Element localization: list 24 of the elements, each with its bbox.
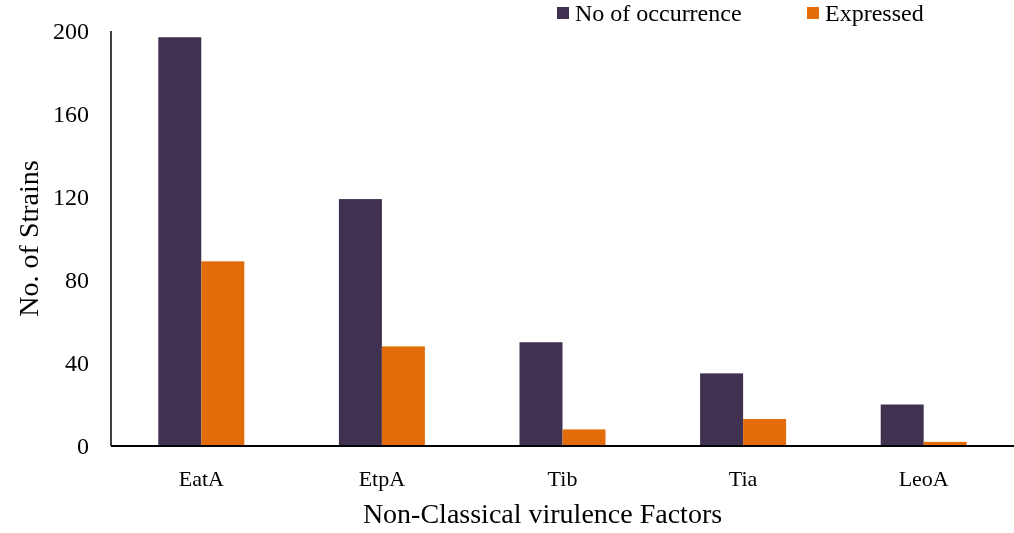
legend-label: No of occurrence: [575, 0, 742, 27]
y-tick-label: 40: [65, 350, 89, 377]
x-tick-label: Tib: [547, 466, 578, 491]
bar: [201, 261, 245, 446]
bar: [700, 373, 744, 446]
bar: [338, 199, 382, 446]
x-tick-label: EtpA: [358, 466, 406, 491]
y-tick-label: 200: [53, 18, 89, 45]
y-tick-label: 80: [65, 267, 89, 294]
bar: [158, 37, 202, 446]
bar: [562, 429, 606, 446]
x-tick-label: LeoA: [898, 466, 949, 491]
y-tick-label: 120: [53, 184, 89, 211]
x-axis-title: Non-Classical virulence Factors: [362, 498, 723, 529]
bar: [519, 342, 563, 446]
bar: [880, 404, 924, 446]
legend-label: Expressed: [825, 0, 924, 27]
x-tick-label: EatA: [178, 466, 225, 491]
y-tick-label: 160: [53, 101, 89, 128]
y-tick-label: 0: [77, 433, 89, 460]
bar: [381, 346, 425, 446]
y-axis-title: No. of Strains: [13, 160, 44, 317]
x-tick-label: Tia: [728, 466, 758, 491]
bar: [743, 419, 787, 446]
